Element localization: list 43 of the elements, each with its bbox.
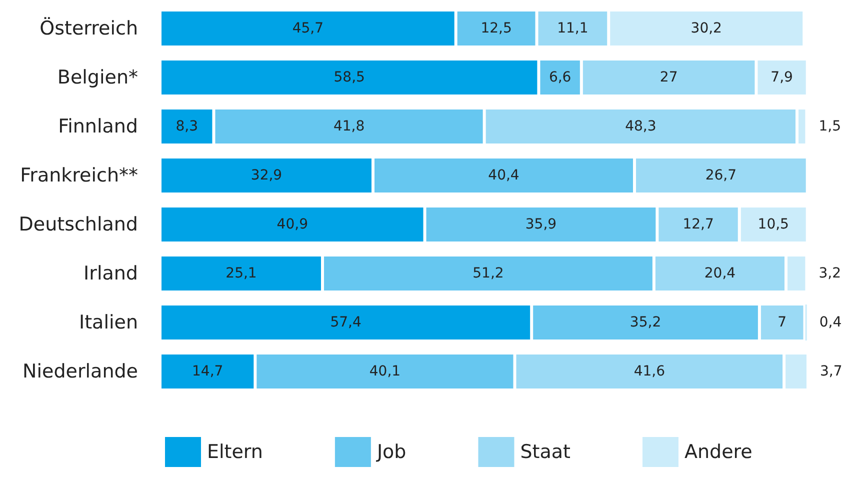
y-tick-label: Frankreich** [20, 164, 138, 186]
data-label: 41,6 [634, 364, 666, 380]
data-label: 10,5 [758, 216, 789, 232]
data-label: 3,2 [818, 266, 841, 282]
data-label: 57,4 [330, 314, 362, 330]
data-label: 20,4 [704, 266, 736, 282]
legend-label: Job [376, 441, 406, 463]
data-label: 45,7 [292, 20, 324, 36]
data-label: 48,3 [625, 118, 656, 134]
data-label: 3,7 [820, 364, 842, 380]
y-tick-label: Italien [79, 312, 138, 334]
legend-label: Andere [684, 441, 752, 463]
data-label: 11,1 [557, 20, 588, 36]
data-label: 41,8 [333, 118, 365, 134]
data-label: 14,7 [192, 364, 224, 380]
data-label: 35,2 [630, 314, 662, 330]
y-tick-label: Deutschland [18, 214, 138, 236]
data-label: 51,2 [472, 266, 504, 282]
data-label: 35,9 [525, 216, 557, 232]
y-tick-label: Österreich [40, 16, 138, 40]
data-label: 1,5 [818, 118, 841, 134]
data-label: 26,7 [705, 168, 737, 184]
y-tick-label: Irland [84, 262, 138, 284]
data-label: 0,4 [819, 314, 842, 330]
data-label: 30,2 [690, 20, 722, 36]
data-label: 40,9 [276, 216, 308, 232]
data-label: 7 [778, 314, 787, 330]
data-label: 32,9 [250, 168, 282, 184]
data-label: 25,1 [226, 266, 257, 282]
y-tick-label: Niederlande [22, 360, 138, 382]
legend-label: Eltern [207, 441, 263, 463]
y-tick-label: Finnland [58, 116, 138, 138]
data-label: 27 [660, 70, 678, 86]
y-tick-label: Belgien* [57, 66, 138, 88]
data-label: 6,6 [548, 70, 572, 86]
legend-label: Staat [520, 441, 570, 463]
data-label: 12,7 [682, 216, 714, 232]
data-label: 58,5 [334, 70, 365, 86]
data-label: 12,5 [480, 20, 512, 36]
data-label: 40,1 [369, 364, 401, 380]
data-label: 7,9 [770, 70, 793, 86]
data-label: 8,3 [176, 118, 198, 134]
data-label: 40,4 [488, 168, 520, 184]
